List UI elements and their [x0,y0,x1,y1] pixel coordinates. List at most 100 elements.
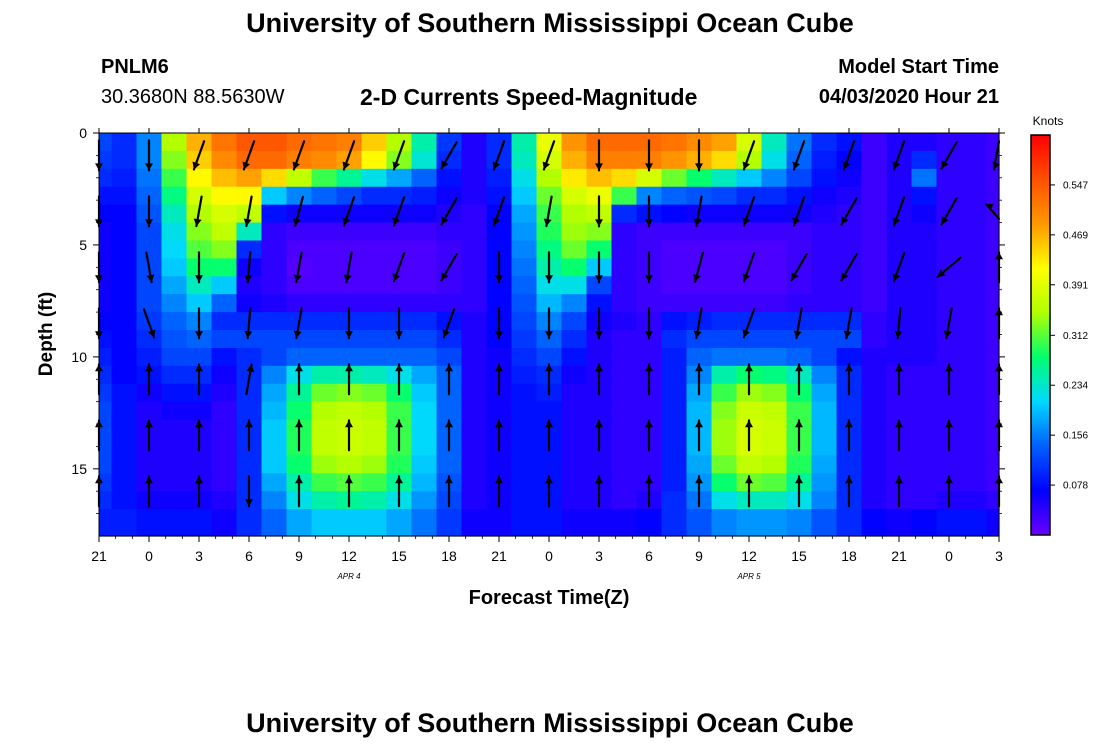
heatmap-cell [386,168,413,188]
current-vector [645,251,653,284]
heatmap-cell [861,186,888,206]
heatmap-cell [661,437,688,456]
heatmap-cell [336,240,363,259]
heatmap-cell [511,240,538,259]
heatmap-cell [761,383,788,403]
heatmap-cell [661,347,688,367]
heatmap-cell [986,347,1000,367]
current-vector [545,363,553,396]
heatmap-cell [661,168,688,188]
heatmap-cell [761,347,788,367]
heatmap-cell [711,330,738,349]
heatmap-cell [686,330,713,349]
heatmap-cell [461,133,488,152]
colorbar-tick-label: 0.391 [1063,280,1088,291]
heatmap-cell [661,150,688,170]
heatmap-cell [811,168,838,188]
heatmap-cell [911,330,938,349]
heatmap-cell [211,294,238,313]
heatmap-cell [111,509,138,537]
heatmap-cell [361,437,388,456]
heatmap-cell [561,240,588,259]
heatmap-cell [561,258,588,277]
heatmap-cell [886,133,913,152]
heatmap-cell [861,204,888,224]
heatmap-cell [186,276,213,295]
heatmap-cell [136,222,163,242]
heatmap-cell [961,365,988,385]
heatmap-cell [211,419,238,439]
heatmap-cell [811,312,838,331]
heatmap-cell [986,186,1000,206]
heatmap-cell [336,150,363,170]
current-vector [793,307,803,340]
heatmap-cell [461,276,488,295]
heatmap-cell [461,168,488,188]
current-vector [445,475,453,508]
heatmap-cell [211,365,238,385]
heatmap-cell [936,168,963,188]
heatmap-cell [911,294,938,313]
heatmap-cell [661,204,688,224]
heatmap-cell [386,294,413,313]
heatmap-cell [461,491,488,510]
heatmap-cell [811,240,838,259]
heatmap-cell [611,312,638,331]
heatmap-cell [661,133,688,152]
heatmap-cell [761,491,788,510]
heatmap-cell [386,509,413,537]
heatmap-cell [611,133,638,152]
current-vector [945,363,953,396]
heatmap-cell [161,240,188,259]
heatmap-cell [361,186,388,206]
heatmap-cell [336,222,363,242]
heatmap-cell [786,276,813,295]
heatmap-cell [111,133,138,152]
heatmap-cell [261,258,288,277]
heatmap-cell [99,294,113,313]
heatmap-cell [161,365,188,385]
current-vector [840,197,858,226]
heatmap-cell [886,222,913,242]
heatmap-cell [611,365,638,385]
heatmap-cell [286,222,313,242]
heatmap-cell [961,258,988,277]
current-vector [645,139,653,172]
heatmap-cell [586,240,613,259]
axes: 21 0 3 6 9 12 15 18 21 0 3 6 9 12 15 18 21 0 3 APR 4 APR 5 0 5… [71,125,1005,581]
current-vector [693,251,705,283]
current-vector [195,363,203,396]
heatmap-cell [711,347,738,367]
heatmap-cell [911,258,938,277]
heatmap-cell [711,276,738,295]
heatmap-cell [586,222,613,242]
current-vector [595,307,603,340]
heatmap-cell [936,276,963,295]
current-vector [795,363,803,396]
current-vector [392,140,406,171]
current-vector [445,419,453,452]
heatmap-cell [261,330,288,349]
heatmap-cell [236,347,263,367]
heatmap-cell [261,222,288,242]
heatmap-cell [961,473,988,492]
current-vector [495,363,503,396]
heatmap-cell [886,186,913,206]
current-vector [936,256,962,279]
heatmap-cell [736,133,763,152]
heatmap-cell [661,222,688,242]
heatmap-cell [161,419,188,439]
heatmap-cell [111,401,138,421]
heatmap-cell [511,509,538,537]
heatmap-cell [711,509,738,537]
heatmap-cell [211,437,238,456]
heatmap-cell [111,330,138,349]
heatmap-cell [986,383,1000,403]
heatmap-cell [761,240,788,259]
heatmap-cell [936,204,963,224]
heatmap-cell [986,312,1000,331]
heatmap-cell [436,455,463,474]
heatmap-cell [711,383,738,403]
heatmap-cell [736,168,763,188]
heatmap-cell [886,150,913,170]
